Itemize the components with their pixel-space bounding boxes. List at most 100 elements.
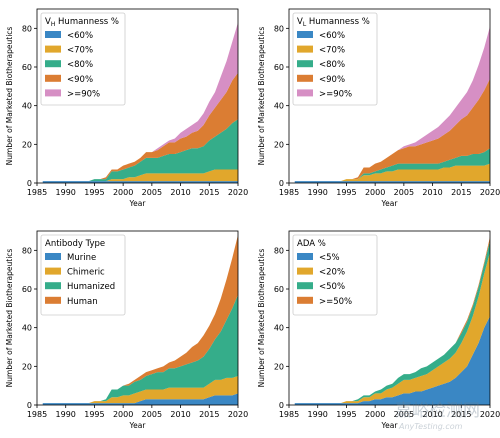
plot-frame	[288, 230, 491, 406]
legend-label-lt70pct: <70%	[67, 46, 93, 56]
y-axis-label: Number of Marketed Biotherapeutics	[257, 249, 266, 388]
legend-label-lt80pct: <80%	[319, 60, 345, 70]
y-tick-label: 40	[274, 102, 284, 111]
legend-label-gte50pct: >=50%	[319, 297, 352, 307]
y-tick-label: 80	[22, 24, 32, 33]
legend-label-gte90pct: >=90%	[67, 89, 100, 99]
x-tick-label: 1990	[308, 188, 328, 197]
y-tick-label: 40	[22, 102, 32, 111]
area-layers	[42, 22, 238, 183]
legend-frame	[292, 12, 378, 106]
y-tick-label: 20	[274, 362, 284, 371]
area-series-humanized	[42, 294, 238, 404]
y-tick-label: 0	[279, 179, 284, 188]
legend: VL Humanness % <60% <70% <80% <90% >=90%	[292, 12, 378, 106]
x-tick-label: 1995	[84, 188, 104, 197]
plot-frame	[288, 8, 491, 184]
x-tick-label: 2015	[199, 188, 219, 197]
legend-swatch-lt50pct	[297, 282, 313, 290]
legend-label-lt90pct: <90%	[319, 75, 345, 85]
legend-label-lt90pct: <90%	[67, 75, 93, 85]
y-tick-label: 80	[274, 24, 284, 33]
legend-swatch-gte90pct	[45, 89, 61, 97]
area-series-lt60pct	[42, 181, 238, 183]
x-tick-label: 2015	[451, 410, 471, 419]
watermark: 嘉峪检测网 AnyTesting.com	[395, 401, 480, 431]
legend-swatch-lt80pct	[297, 60, 313, 68]
legend-label-chimeric: Chimeric	[67, 268, 105, 278]
x-tick-label: 1990	[308, 410, 328, 419]
y-tick-label: 0	[27, 401, 32, 410]
x-tick-label: 2000	[113, 188, 133, 197]
x-tick-label: 2005	[142, 410, 162, 419]
plot-frame	[36, 230, 239, 406]
legend-title: VL Humanness %	[297, 17, 370, 28]
y-tick-label: 60	[22, 285, 32, 294]
y-tick-label: 40	[22, 324, 32, 333]
legend: ADA % <5% <20% <50% >=50%	[292, 234, 378, 316]
legend-label-human: Human	[67, 297, 98, 307]
legend-frame	[40, 234, 126, 316]
legend-swatch-lt70pct	[45, 45, 61, 53]
x-axis-label: Year	[381, 421, 399, 430]
x-axis-label: Year	[129, 199, 147, 208]
legend-label-lt60pct: <60%	[319, 31, 345, 41]
area-series-human	[42, 234, 238, 404]
panel-ada: 1985 1990 1995 2000 2005 2010 2015 2020 0 20 40 60 8…	[257, 230, 500, 430]
y-tick-label: 80	[22, 246, 32, 255]
x-tick-label: 1990	[56, 410, 76, 419]
legend-frame	[292, 234, 378, 316]
legend-label-humanized: Humanized	[67, 282, 115, 292]
x-tick-label: 2015	[451, 188, 471, 197]
panel-antibody-type: 1985 1990 1995 2000 2005 2010 2015 2020 0 20 40 60 8…	[5, 230, 248, 430]
legend-swatch-murine	[45, 253, 61, 260]
x-tick-label: 2020	[480, 410, 500, 419]
legend-label-lt20pct: <20%	[319, 268, 345, 278]
legend-swatch-gte90pct	[297, 89, 313, 97]
area-layers	[42, 234, 238, 405]
area-series-lt80pct	[294, 148, 490, 182]
x-tick-label: 1995	[336, 410, 356, 419]
y-axis-label: Number of Marketed Biotherapeutics	[257, 27, 266, 166]
area-series-chimeric	[42, 376, 238, 404]
y-tick-label: 80	[274, 246, 284, 255]
y-tick-label: 60	[22, 63, 32, 72]
legend-label-murine: Murine	[67, 253, 96, 263]
legend-label-lt60pct: <60%	[67, 31, 93, 41]
area-series-lt70pct	[294, 163, 490, 182]
x-tick-label: 2000	[113, 410, 133, 419]
legend-frame	[40, 12, 126, 106]
watermark-line1: 嘉峪检测网	[395, 401, 480, 421]
legend-title: Antibody Type	[45, 239, 105, 249]
x-tick-label: 2015	[199, 410, 219, 419]
x-tick-label: 2005	[394, 188, 414, 197]
legend-swatch-humanized	[45, 282, 61, 290]
legend-swatch-lt80pct	[45, 60, 61, 68]
x-tick-label: 2020	[480, 188, 500, 197]
area-layers	[294, 26, 490, 183]
legend-swatch-gte50pct	[297, 296, 313, 304]
x-tick-label: 2010	[170, 188, 190, 197]
legend: Antibody Type Murine Chimeric Humanized Huma…	[40, 234, 126, 316]
legend-swatch-lt60pct	[297, 31, 313, 38]
legend-title: ADA %	[297, 239, 326, 249]
y-tick-label: 20	[274, 140, 284, 149]
x-tick-label: 2005	[142, 188, 162, 197]
area-series-lt60pct	[294, 181, 490, 183]
area-series-lt90pct	[294, 78, 490, 182]
x-tick-label: 2010	[422, 188, 442, 197]
area-layers	[294, 236, 490, 405]
legend-swatch-lt90pct	[45, 74, 61, 82]
x-tick-label: 1985	[279, 410, 299, 419]
y-tick-label: 20	[22, 140, 32, 149]
x-tick-label: 2005	[394, 410, 414, 419]
legend-title: VH Humanness %	[45, 17, 119, 28]
x-tick-label: 1995	[84, 410, 104, 419]
legend-label-lt5pct: <5%	[319, 253, 340, 263]
x-tick-label: 2020	[228, 410, 248, 419]
area-series-lt80pct	[42, 119, 238, 182]
x-tick-label: 1985	[27, 188, 47, 197]
legend-label-gte90pct: >=90%	[319, 89, 352, 99]
x-axis-label: Year	[381, 199, 399, 208]
